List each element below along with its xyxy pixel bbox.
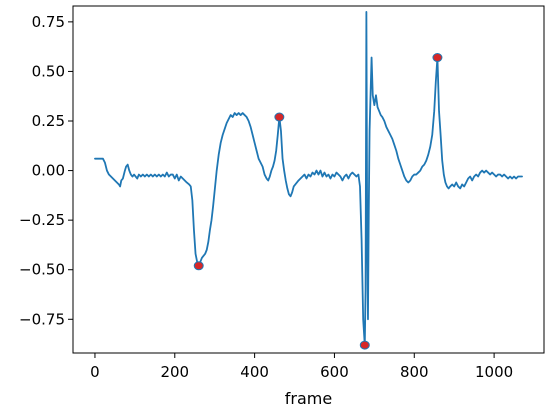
peak-marker-3 — [432, 53, 443, 63]
y-tick-label: 0.50 — [32, 62, 65, 80]
x-tick-label: 1000 — [475, 363, 513, 381]
y-tick-label: −0.75 — [19, 310, 65, 328]
y-tick-label: 0.25 — [32, 112, 65, 130]
x-tick-label: 0 — [90, 363, 100, 381]
y-tick-label: 0.00 — [32, 162, 65, 180]
axes: 0 200 400 600 800 1000 0.75 0.50 0.25 0.00 −0.25 −0… — [19, 5, 545, 381]
x-axis-label: frame — [285, 389, 332, 408]
plot-frame — [72, 5, 545, 354]
x-tick-label: 800 — [400, 363, 429, 381]
y-tick-label: 0.75 — [32, 13, 65, 31]
peak-marker-1 — [274, 112, 285, 122]
series-line-0 — [94, 11, 523, 346]
x-tick-label: 600 — [320, 363, 349, 381]
plot-area — [94, 11, 523, 350]
peak-marker-2 — [359, 340, 370, 350]
y-tick-label: −0.25 — [19, 211, 65, 229]
peak-marker-0 — [193, 261, 204, 271]
x-tick-label: 200 — [160, 363, 189, 381]
y-tick-label: −0.50 — [19, 261, 65, 279]
x-tick-label: 400 — [240, 363, 269, 381]
